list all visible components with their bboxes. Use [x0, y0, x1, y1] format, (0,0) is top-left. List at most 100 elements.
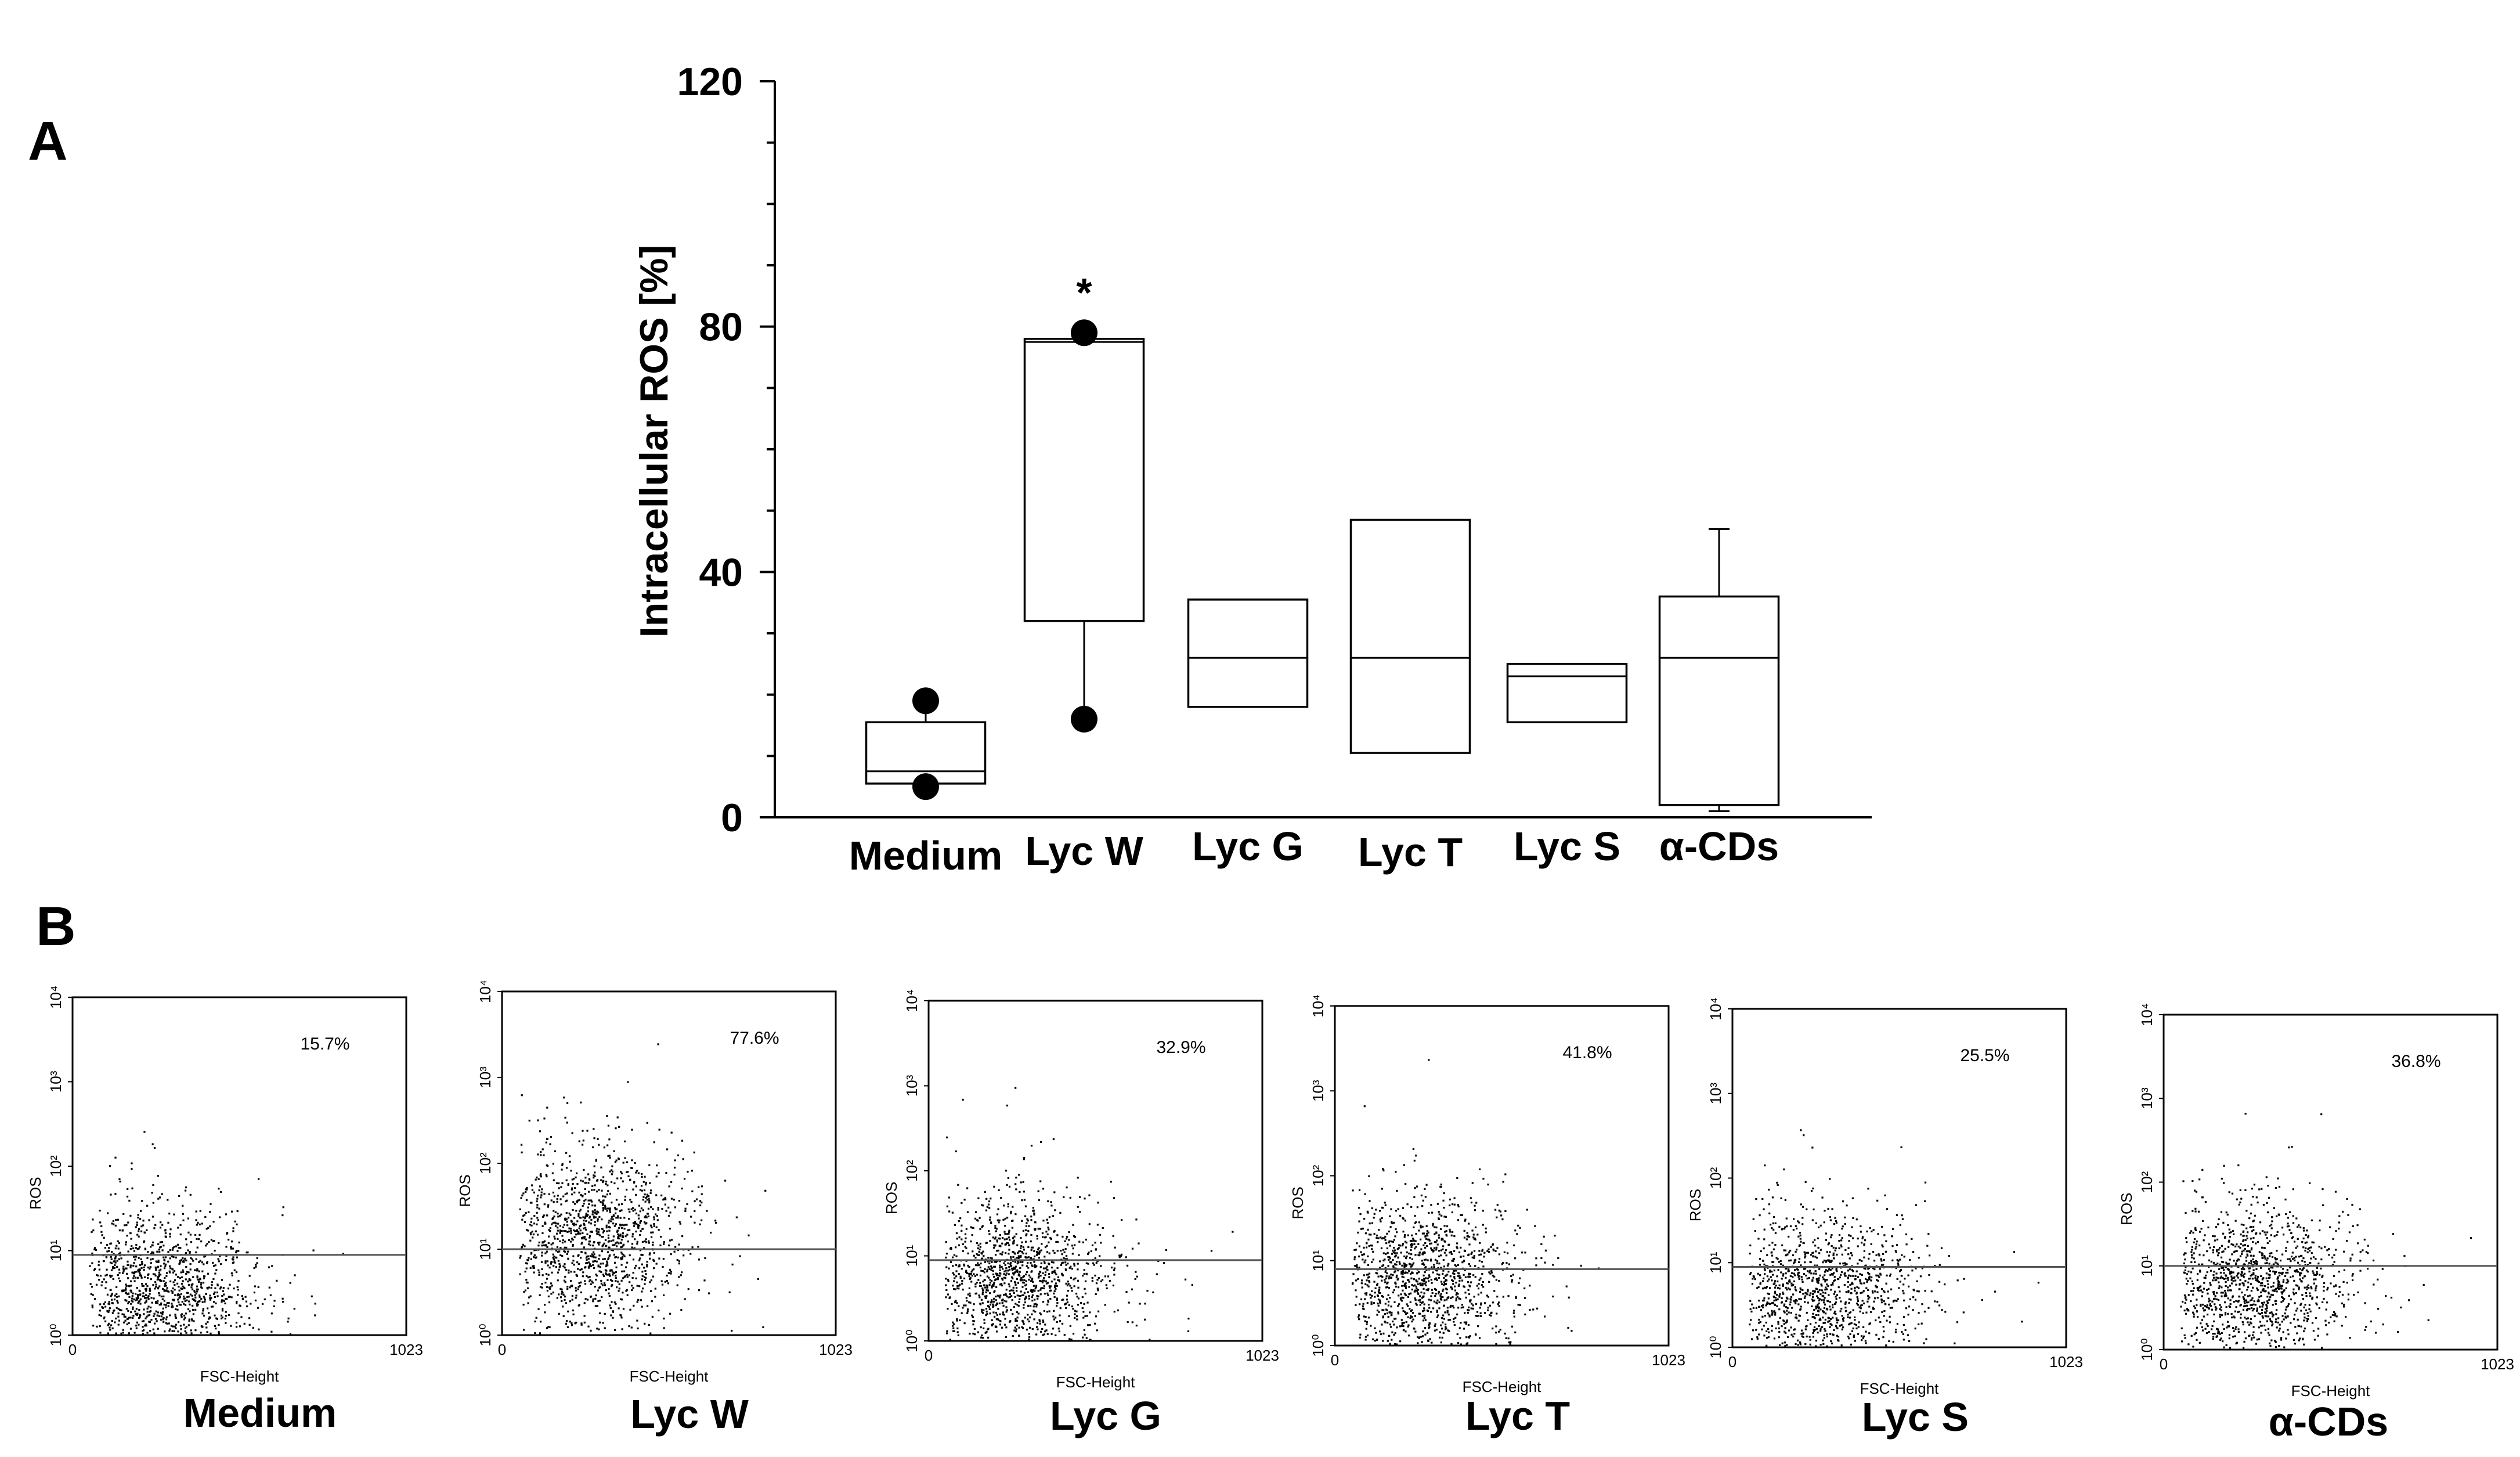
event-dot — [1382, 1340, 1384, 1342]
event-dot — [555, 1266, 557, 1268]
event-dot — [1046, 1333, 1049, 1335]
event-dot — [601, 1284, 604, 1286]
event-dot — [666, 1274, 668, 1277]
event-dot — [519, 1208, 521, 1210]
event-dot — [1401, 1285, 1403, 1287]
event-dot — [996, 1213, 999, 1216]
event-dot — [1118, 1256, 1121, 1258]
event-dot — [966, 1300, 968, 1302]
event-dot — [311, 1295, 313, 1297]
event-dot — [615, 1127, 617, 1130]
event-dot — [1019, 1261, 1021, 1264]
event-dot — [594, 1256, 597, 1258]
y-tick-label: 10¹ — [47, 1239, 64, 1261]
event-dot — [1468, 1222, 1470, 1225]
event-dot — [566, 1199, 568, 1202]
event-dot — [197, 1301, 199, 1303]
event-dot — [1427, 1288, 1429, 1290]
event-dot — [111, 1267, 114, 1270]
event-dot — [1457, 1293, 1459, 1295]
event-dot — [612, 1311, 615, 1313]
event-dot — [163, 1280, 165, 1282]
event-dot — [529, 1224, 532, 1226]
event-dot — [570, 1229, 572, 1232]
event-dot — [583, 1169, 585, 1171]
event-dot — [1070, 1276, 1073, 1279]
event-dot — [532, 1267, 535, 1269]
event-dot — [144, 1297, 146, 1299]
event-dot — [979, 1242, 981, 1245]
event-dot — [962, 1243, 964, 1246]
event-dot — [1078, 1240, 1081, 1243]
event-dot — [1377, 1290, 1380, 1293]
event-dot — [157, 1278, 160, 1281]
event-dot — [159, 1274, 162, 1276]
event-dot — [98, 1264, 100, 1267]
event-dot — [1056, 1321, 1058, 1323]
event-dot — [1456, 1246, 1458, 1248]
event-dot — [208, 1240, 210, 1243]
event-dot — [132, 1277, 135, 1279]
event-dot — [1042, 1319, 1044, 1322]
event-dot — [112, 1278, 114, 1281]
event-dot — [1090, 1250, 1092, 1253]
event-dot — [1786, 1282, 1789, 1285]
event-dot — [1452, 1283, 1454, 1285]
event-dot — [184, 1317, 186, 1319]
event-dot — [1053, 1231, 1055, 1233]
event-dot — [1496, 1296, 1499, 1298]
event-dot — [102, 1307, 104, 1309]
event-dot — [565, 1218, 568, 1221]
event-dot — [241, 1298, 244, 1300]
event-dot — [1023, 1282, 1026, 1284]
event-dot — [622, 1224, 625, 1227]
event-dot — [687, 1170, 689, 1173]
y-tick-label: 10⁴ — [476, 980, 494, 1003]
event-dot — [1425, 1284, 1427, 1287]
event-dot — [1407, 1305, 1409, 1307]
box-body — [1187, 598, 1309, 708]
event-dot — [1397, 1256, 1399, 1258]
event-dot — [1401, 1272, 1403, 1274]
event-dot — [1030, 1246, 1033, 1249]
event-dot — [1424, 1196, 1427, 1198]
event-dot — [1868, 1332, 1871, 1335]
event-dot — [627, 1229, 629, 1232]
event-dot — [1048, 1263, 1050, 1265]
event-dot — [1068, 1239, 1070, 1241]
event-dot — [1104, 1304, 1106, 1306]
event-dot — [91, 1252, 93, 1255]
event-dot — [546, 1214, 548, 1217]
event-dot — [218, 1332, 221, 1335]
event-dot — [1096, 1329, 1098, 1332]
event-dot — [1038, 1257, 1041, 1259]
event-dot — [1053, 1292, 1055, 1294]
event-dot — [236, 1256, 239, 1258]
outlier-point — [1071, 319, 1097, 347]
event-dot — [150, 1262, 152, 1264]
event-dot — [573, 1222, 575, 1225]
event-dot — [1900, 1146, 1902, 1149]
event-dot — [1817, 1314, 1819, 1317]
event-dot — [1113, 1311, 1115, 1313]
event-dot — [551, 1261, 553, 1263]
event-dot — [613, 1182, 616, 1185]
event-dot — [1097, 1310, 1100, 1312]
event-dot — [273, 1300, 276, 1302]
event-dot — [1492, 1243, 1494, 1246]
event-dot — [215, 1328, 217, 1330]
event-dot — [1529, 1285, 1531, 1287]
event-dot — [1013, 1235, 1016, 1238]
event-dot — [1423, 1317, 1425, 1319]
event-dot — [1095, 1315, 1097, 1318]
event-dot — [140, 1275, 143, 1277]
event-dot — [158, 1294, 161, 1297]
event-dot — [569, 1214, 572, 1216]
event-dot — [987, 1336, 990, 1339]
event-dot — [547, 1206, 550, 1208]
event-dot — [1489, 1304, 1491, 1307]
event-dot — [1489, 1272, 1492, 1275]
event-dot — [678, 1200, 681, 1202]
event-dot — [648, 1201, 651, 1204]
event-dot — [1366, 1321, 1368, 1323]
